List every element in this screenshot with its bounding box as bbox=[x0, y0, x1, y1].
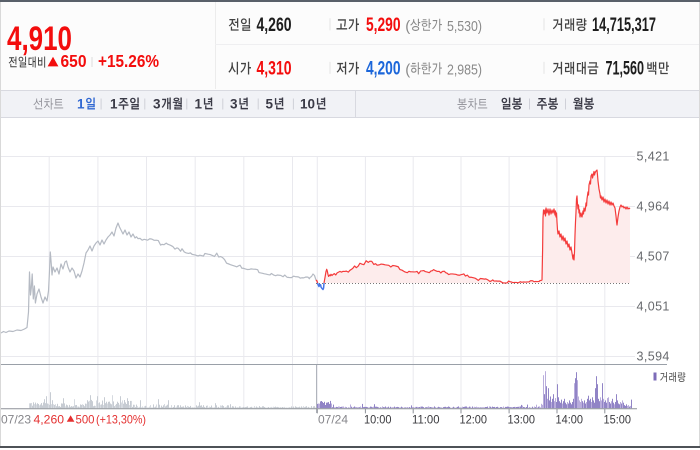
svg-text:4,310: 4,310 bbox=[257, 58, 292, 79]
svg-text:15:00: 15:00 bbox=[604, 413, 632, 427]
svg-text:13:00: 13:00 bbox=[508, 413, 536, 427]
svg-text:3: 3 bbox=[153, 97, 161, 112]
svg-text:14,715,317: 14,715,317 bbox=[592, 15, 656, 36]
svg-text:5,290: 5,290 bbox=[366, 15, 401, 36]
svg-text:2,985): 2,985) bbox=[447, 61, 482, 78]
svg-text:4,964: 4,964 bbox=[637, 200, 670, 214]
svg-text:1: 1 bbox=[195, 97, 203, 112]
svg-text:3,594: 3,594 bbox=[637, 350, 670, 364]
svg-text:1: 1 bbox=[77, 97, 85, 112]
svg-text:(: ( bbox=[405, 61, 410, 78]
svg-text:14:00: 14:00 bbox=[556, 413, 584, 427]
svg-text:5,421: 5,421 bbox=[637, 150, 670, 164]
svg-text:+15.26%: +15.26% bbox=[98, 51, 159, 71]
svg-text:500: 500 bbox=[76, 413, 95, 427]
svg-text:07/24: 07/24 bbox=[318, 413, 348, 427]
svg-text:4,507: 4,507 bbox=[637, 250, 670, 264]
svg-text:4,910: 4,910 bbox=[7, 20, 72, 58]
svg-text:4,260: 4,260 bbox=[34, 413, 65, 427]
svg-text:4,260: 4,260 bbox=[257, 15, 292, 36]
svg-text:3: 3 bbox=[230, 97, 238, 112]
svg-text:650: 650 bbox=[61, 51, 87, 71]
svg-text:(: ( bbox=[405, 18, 410, 35]
svg-text:5: 5 bbox=[266, 97, 274, 112]
svg-text:(+13,30%): (+13,30%) bbox=[96, 413, 146, 427]
svg-text:1: 1 bbox=[110, 97, 118, 112]
svg-text:4,051: 4,051 bbox=[637, 300, 670, 314]
svg-text:10: 10 bbox=[300, 97, 315, 112]
svg-text:11:00: 11:00 bbox=[412, 413, 440, 427]
svg-text:4,200: 4,200 bbox=[366, 58, 401, 79]
svg-text:07/23: 07/23 bbox=[1, 413, 31, 427]
svg-text:12:00: 12:00 bbox=[460, 413, 488, 427]
svg-text:71,560: 71,560 bbox=[606, 58, 645, 79]
svg-text:10:00: 10:00 bbox=[364, 413, 392, 427]
svg-text:5,530): 5,530) bbox=[447, 18, 482, 35]
